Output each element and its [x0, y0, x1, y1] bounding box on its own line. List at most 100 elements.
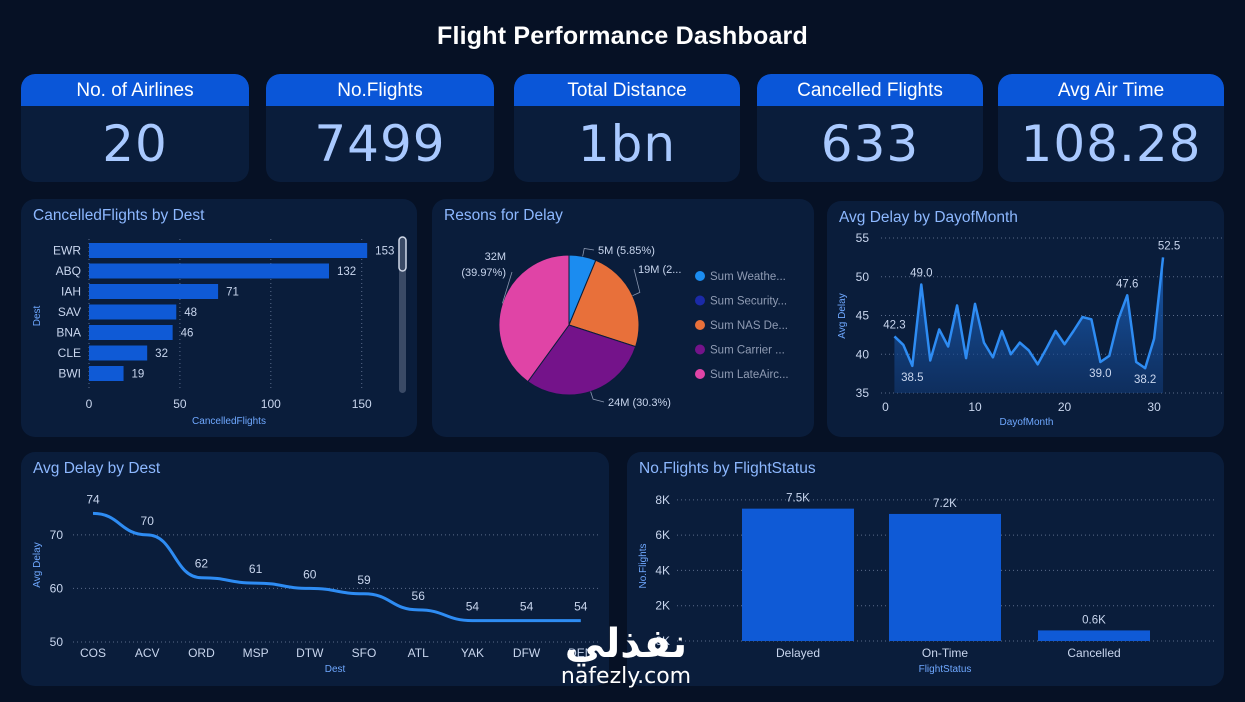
y-tick-label: 0K [655, 634, 670, 648]
x-tick-label: DEN [568, 646, 593, 660]
y-axis-label: Avg Delay [837, 293, 848, 338]
bar [89, 263, 329, 279]
kpi-value: 1bn [577, 115, 677, 173]
x-tick-label: DTW [296, 646, 324, 660]
data-label: 32M [485, 251, 506, 263]
x-tick-label: 0 [882, 400, 889, 414]
kpi-label: Avg Air Time [998, 74, 1224, 106]
legend-label: Sum Weathe... [710, 271, 786, 283]
kpi-value: 633 [820, 115, 920, 173]
chart-title: CancelledFlights by Dest [33, 207, 205, 224]
legend-label: Sum Security... [710, 296, 787, 308]
data-label: 42.3 [883, 319, 905, 331]
legend-marker [695, 344, 705, 355]
data-label: 19 [132, 369, 145, 381]
bar [89, 366, 124, 381]
kpi-card-flights: No.Flights 7499 [266, 74, 494, 182]
x-tick-label: YAK [461, 646, 484, 660]
x-tick-label: 0 [86, 397, 93, 411]
y-tick-label: 70 [50, 528, 64, 542]
data-label: 47.6 [1116, 278, 1138, 290]
x-tick-label: 50 [173, 397, 187, 411]
y-tick-label: 8K [655, 493, 670, 507]
y-tick-label: IAH [61, 285, 81, 299]
y-tick-label: 6K [655, 528, 670, 542]
kpi-label: Total Distance [514, 74, 740, 106]
y-tick-label: 50 [856, 270, 870, 284]
pie-slice [527, 324, 637, 396]
series-line [92, 511, 581, 623]
y-axis-label: No.Flights [638, 543, 649, 588]
bar [89, 325, 173, 340]
bar [1038, 630, 1150, 641]
legend-label: Sum Carrier ... [710, 345, 785, 357]
kpi-value: 108.28 [1020, 115, 1202, 173]
kpi-label: Cancelled Flights [757, 74, 983, 106]
chart-title: Avg Delay by Dest [33, 460, 161, 477]
legend-marker [695, 369, 705, 379]
data-label: 32 [155, 348, 168, 360]
x-tick-label: Cancelled [1067, 646, 1120, 660]
series-line [893, 257, 1165, 370]
data-label: 70 [141, 514, 155, 528]
flights-by-status-panel: No.Flights by FlightStatus 0K 2K 4K 6K 8K 7.5… [627, 452, 1224, 686]
legend-marker [695, 271, 705, 281]
legend-label: Sum NAS De... [710, 320, 788, 332]
cancelled-by-dest-chart: 0 50 100 150 EWR 153 ABQ 132 IAH 71 SAV 48 BNA 46 CLE 3… [32, 236, 407, 427]
leader-line [502, 271, 513, 304]
scrollbar-track [399, 237, 406, 393]
y-tick-label: CLE [58, 346, 81, 360]
x-tick-label: SFO [352, 646, 377, 660]
y-tick-label: SAV [58, 305, 81, 319]
area-fill [894, 257, 1164, 393]
chart-title: No.Flights by FlightStatus [639, 460, 816, 477]
kpi-value: 20 [102, 115, 168, 173]
legend-marker [695, 295, 705, 306]
cancelled-by-dest-panel: CancelledFlights by Dest 0 50 100 150 EWR 153… [21, 199, 417, 437]
data-label: 19M (2... [638, 264, 681, 276]
flights-by-status-chart: 0K 2K 4K 6K 8K 7.5K Delayed 7.2K On-Time 0.6K Canc… [638, 493, 1217, 675]
bar [889, 513, 1001, 641]
watermark-logo: نفذلي nafezly.com [546, 622, 706, 688]
bar [89, 304, 177, 320]
chart-title: Avg Delay by DayofMonth [839, 209, 1018, 226]
delay-reasons-chart: 5M (5.85%) 19M (2... 24M (30.3%) 32M (39.97%… [461, 245, 788, 409]
data-label: 153 [375, 246, 394, 258]
x-tick-label: ACV [135, 646, 160, 660]
dashboard-title: Flight Performance Dashboard [437, 22, 808, 50]
bar [89, 284, 219, 299]
x-tick-label: 10 [968, 400, 982, 414]
y-tick-label: 50 [50, 635, 64, 649]
data-label: 5M (5.85%) [598, 245, 655, 257]
x-tick-label: Delayed [776, 646, 820, 660]
x-axis-label: FlightStatus [919, 664, 972, 675]
y-tick-label: 2K [655, 599, 670, 613]
x-axis-label: DayofMonth [1000, 417, 1054, 428]
delay-by-day-chart: 35 40 45 50 55 0 10 20 30 42.3 38.5 49.0 39.0 47.6 38.… [837, 231, 1222, 428]
bar [89, 243, 368, 258]
y-axis-label: Avg Delay [32, 542, 43, 587]
data-label: 24M (30.3%) [608, 397, 671, 409]
x-tick-label: 30 [1147, 400, 1161, 414]
data-label: 52.5 [1158, 240, 1180, 252]
y-axis-label: Dest [32, 305, 43, 326]
chart-title: Resons for Delay [444, 207, 563, 224]
data-label: 54 [520, 600, 534, 614]
y-tick-label: 35 [856, 386, 870, 400]
x-tick-label: MSP [243, 646, 269, 660]
data-label: 49.0 [910, 268, 932, 280]
data-label: 7.5K [786, 493, 810, 505]
y-tick-label: 60 [50, 581, 64, 595]
x-tick-label: ATL [408, 646, 429, 660]
delay-by-dest-panel: Avg Delay by Dest 50 60 70 COS 74 ACV 70 ORD 62 M… [21, 452, 609, 686]
kpi-value: 7499 [314, 115, 446, 173]
y-tick-label: 40 [856, 347, 870, 361]
x-tick-label: On-Time [922, 646, 969, 660]
data-label: 46 [181, 328, 194, 340]
data-label: 39.0 [1089, 368, 1111, 380]
kpi-card-airlines: No. of Airlines 20 [21, 74, 249, 182]
kpi-label: No. of Airlines [21, 74, 249, 106]
data-label: 71 [226, 287, 239, 299]
data-label: 0.6K [1082, 614, 1106, 626]
x-tick-label: DFW [513, 646, 541, 660]
